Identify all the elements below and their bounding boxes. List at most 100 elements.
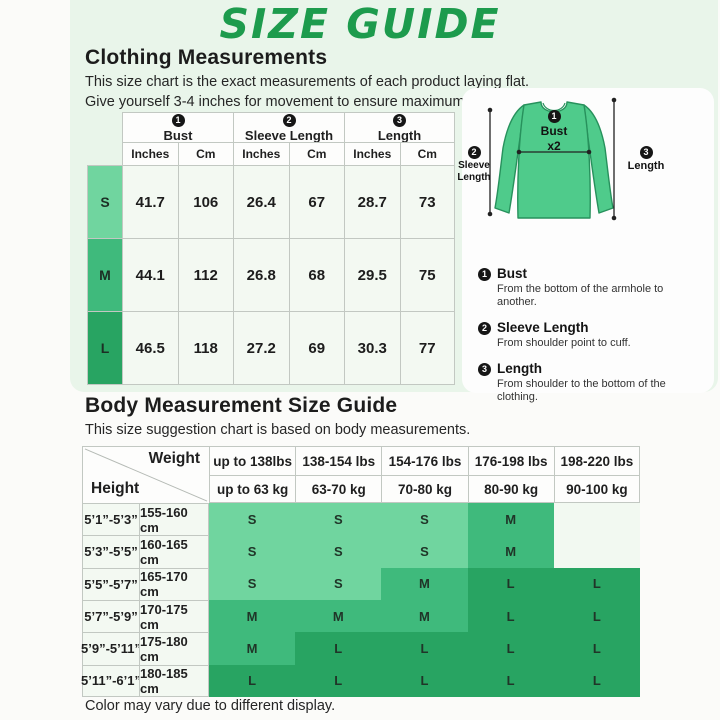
table1-cell: 77: [399, 311, 455, 385]
unit-header-cm: Cm: [177, 142, 233, 165]
height-cm-cell: 180-185 cm: [139, 664, 209, 697]
table1-header-bust: 1 Bust: [122, 112, 233, 143]
size-recommendation-cell: L: [467, 664, 554, 697]
legend-description: From shoulder point to cuff.: [497, 337, 631, 349]
table1-cell: 29.5: [344, 238, 400, 311]
weight-kg-header: 70-80 kg: [381, 475, 468, 503]
table1-cell: 46.5: [122, 311, 178, 385]
length-header-label: Length: [377, 127, 422, 143]
description-line-2: Give yourself 3-4 inches for movement to…: [85, 94, 521, 110]
unit-header-inches: Inches: [122, 142, 178, 165]
bust-annotation: 1 Bust x2: [524, 108, 584, 154]
height-cm-cell: 165-170 cm: [139, 567, 209, 600]
shirt-diagram-panel: 1 Bust x2 2 Sleeve Length 3 Length 1 Bus…: [457, 88, 714, 403]
measurement-legend: 1 Bust From the bottom of the armhole to…: [478, 266, 706, 415]
size-recommendation-cell: L: [553, 632, 640, 665]
height-ft-cell: 5’9”-5’11”: [81, 632, 141, 665]
height-ft-cell: 5’5”-5’7”: [82, 567, 139, 600]
size-recommendation-cell: S: [209, 567, 296, 600]
bust-number-badge: 1: [478, 268, 491, 281]
height-ft-cell: 5’3”-5’5”: [82, 535, 139, 568]
sleeve-length-annotation: 2 Sleeve Length: [456, 146, 492, 184]
legend-title: Length: [497, 361, 542, 376]
height-ft-cell: 5’11”-6’1”: [81, 664, 141, 697]
weight-lbs-header: 154-176 lbs: [381, 446, 468, 475]
size-recommendation-cell: S: [381, 535, 468, 568]
body-measurement-table: Weight Height up to 138lbs 138-154 lbs 1…: [81, 446, 640, 697]
height-cm-cell: 175-180 cm: [139, 632, 209, 665]
height-weight-corner-cell: Weight Height: [82, 446, 209, 503]
weight-axis-label: Weight: [148, 450, 200, 467]
unit-header-inches: Inches: [344, 142, 400, 165]
clothing-measurements-description: This size chart is the exact measurement…: [85, 72, 529, 112]
bust-annotation-label: Bust: [540, 124, 568, 138]
height-axis-label: Height: [91, 480, 140, 497]
size-recommendation-cell: S: [209, 535, 296, 568]
size-recommendation-cell: S: [295, 567, 382, 600]
size-recommendation-cell: M: [381, 599, 468, 633]
size-label-m: M: [87, 238, 122, 311]
length-number-badge: 3: [393, 113, 406, 127]
size-recommendation-cell: L: [467, 599, 554, 633]
length-annotation: 3 Length: [618, 146, 674, 173]
table1-cell: 30.3: [344, 311, 400, 385]
unit-header-inches: Inches: [233, 142, 289, 165]
size-recommendation-cell: S: [209, 503, 296, 536]
table1-cell: 68: [288, 238, 344, 311]
sleeve-length-header-label: Sleeve Length: [244, 127, 334, 143]
weight-kg-header: 90-100 kg: [553, 475, 640, 503]
size-label-l: L: [87, 311, 122, 385]
table1-cell: 44.1: [122, 238, 178, 311]
size-recommendation-cell: L: [381, 632, 468, 665]
size-recommendation-cell: [553, 535, 640, 568]
weight-kg-header: 63-70 kg: [295, 475, 382, 503]
body-measurement-description: This size suggestion chart is based on b…: [85, 422, 471, 438]
table1-header-sleeve-length: 2 Sleeve Length: [233, 112, 344, 143]
body-measurement-heading: Body Measurement Size Guide: [85, 394, 398, 417]
size-label-s: S: [87, 165, 122, 238]
weight-kg-header: up to 63 kg: [209, 475, 296, 503]
description-line-1: This size chart is the exact measurement…: [85, 74, 530, 90]
table1-cell: 27.2: [233, 311, 289, 385]
weight-lbs-header: 198-220 lbs: [553, 446, 640, 475]
size-recommendation-cell: L: [209, 664, 296, 697]
legend-title: Sleeve Length: [497, 320, 589, 335]
table1-cell: 26.8: [233, 238, 289, 311]
table1-cell: 75: [399, 238, 455, 311]
table1-header-length: 3 Length: [344, 112, 455, 143]
sleeve-length-number-badge: 2: [282, 113, 296, 127]
table1-cell: 106: [177, 165, 233, 238]
weight-kg-header: 80-90 kg: [467, 475, 554, 503]
weight-lbs-header: 138-154 lbs: [295, 446, 382, 475]
size-recommendation-cell: M: [295, 599, 382, 633]
table1-cell: 67: [288, 165, 344, 238]
unit-header-cm: Cm: [288, 142, 344, 165]
size-recommendation-cell: S: [295, 535, 382, 568]
size-recommendation-cell: L: [553, 567, 640, 600]
length-annotation-label: Length: [627, 160, 665, 172]
size-recommendation-cell: L: [553, 664, 640, 697]
size-recommendation-cell: L: [295, 664, 382, 697]
height-cm-cell: 155-160 cm: [139, 503, 209, 536]
table1-cell: 69: [288, 311, 344, 385]
size-recommendation-cell: M: [209, 632, 296, 665]
size-recommendation-cell: [553, 503, 640, 536]
weight-lbs-header: up to 138lbs: [209, 446, 296, 475]
table1-cell: 118: [177, 311, 233, 385]
size-recommendation-cell: L: [295, 632, 382, 665]
page-title: SIZE GUIDE: [219, 0, 501, 48]
legend-item-length: 3 Length From shoulder to the bottom of …: [478, 361, 706, 404]
height-cm-cell: 160-165 cm: [139, 535, 209, 568]
height-ft-cell: 5’1”-5’3”: [82, 503, 139, 536]
size-recommendation-cell: M: [381, 567, 468, 600]
unit-header-cm: Cm: [399, 142, 455, 165]
color-disclaimer: Color may vary due to different display.: [85, 698, 336, 714]
weight-lbs-header: 176-198 lbs: [467, 446, 554, 475]
height-ft-cell: 5’7”-5’9”: [82, 599, 139, 633]
bust-header-label: Bust: [163, 127, 193, 143]
table1-cell: 26.4: [233, 165, 289, 238]
bust-number-badge: 1: [547, 110, 561, 123]
sleeve-length-number-badge: 2: [467, 146, 481, 159]
size-recommendation-cell: M: [209, 599, 296, 633]
legend-item-bust: 1 Bust From the bottom of the armhole to…: [478, 266, 706, 309]
